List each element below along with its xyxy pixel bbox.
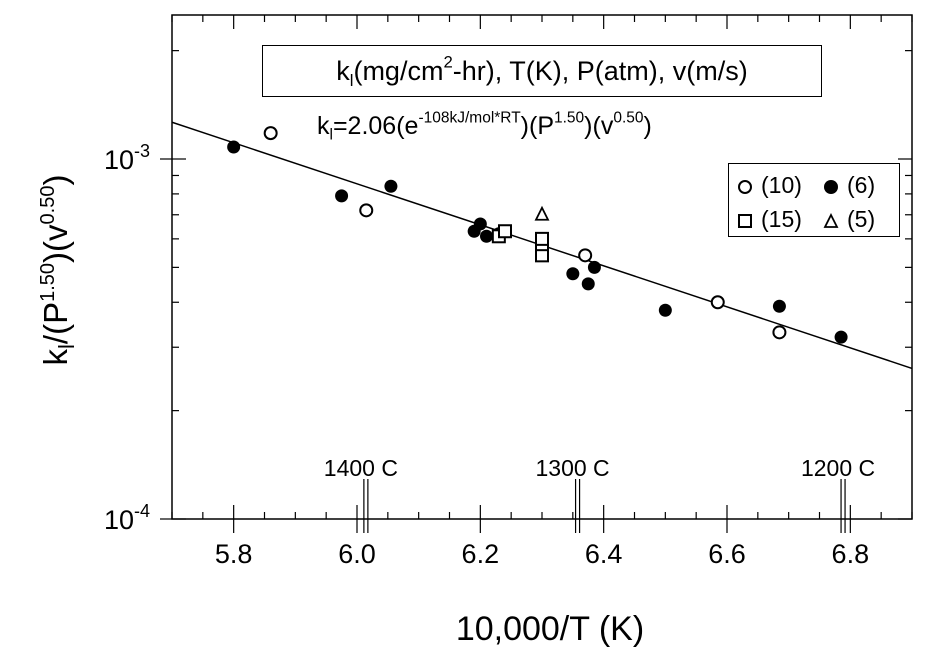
legend-item-5: (5) — [823, 206, 875, 233]
fit-equation: kl=2.06(e-108kJ/mol*RT)(P1.50)(v0.50) — [317, 109, 652, 144]
point-filled-circle — [587, 260, 601, 274]
point-open-circle — [263, 126, 278, 141]
celsius-label: 1300 C — [535, 455, 609, 481]
open-triangle-icon — [823, 212, 839, 228]
x-axis-label: 10,000/T (K) — [456, 610, 644, 648]
point-open-square — [535, 231, 549, 246]
tick-labels: 5.8 6.0 6.2 6.4 6.6 6.8 10-3 10-4 1400 C 1300 C 12… — [104, 141, 875, 569]
x-tick-label: 6.4 — [585, 539, 623, 569]
data-points — [227, 126, 848, 344]
point-filled-circle — [834, 330, 848, 344]
filled-circle-icon — [824, 179, 838, 194]
y-axis-label: kl/(P1.50)(v0.50) — [37, 175, 79, 366]
point-filled-circle — [581, 277, 595, 291]
point-filled-circle — [480, 229, 493, 243]
celsius-label: 1400 C — [324, 455, 398, 481]
point-filled-circle — [473, 217, 487, 231]
point-filled-circle — [227, 140, 241, 154]
open-square-icon — [738, 213, 752, 228]
y-tick-label: 10-4 — [104, 501, 150, 535]
point-filled-circle — [772, 299, 786, 313]
x-tick-label: 6.6 — [708, 539, 746, 569]
x-tick-label: 6.8 — [832, 539, 870, 569]
x-tick-label: 5.8 — [215, 539, 253, 569]
legend-item-6: (6) — [823, 172, 875, 199]
point-open-square — [498, 224, 512, 239]
point-open-circle — [710, 295, 725, 310]
point-open-circle — [772, 325, 787, 340]
point-open-circle — [578, 248, 593, 263]
open-circle-icon — [738, 179, 752, 194]
legend-item-15: (15) — [737, 206, 802, 233]
point-filled-circle — [335, 189, 349, 203]
legend-item-10: (10) — [737, 172, 802, 199]
point-filled-circle — [566, 267, 580, 281]
units-annotation-box: kl(mg/cm2-hr), T(K), P(atm), v(m/s) — [262, 45, 822, 97]
y-tick-label: 10-3 — [104, 141, 150, 175]
legend: (10) (6) (15) (5) — [728, 163, 900, 237]
celsius-label: 1200 C — [801, 455, 875, 481]
tick-marks — [160, 15, 913, 533]
x-tick-label: 6.2 — [462, 539, 500, 569]
point-open-circle — [359, 203, 374, 218]
point-filled-circle — [384, 179, 398, 193]
x-tick-label: 6.0 — [338, 539, 376, 569]
point-open-triangle — [534, 205, 550, 221]
point-filled-circle — [658, 303, 672, 317]
